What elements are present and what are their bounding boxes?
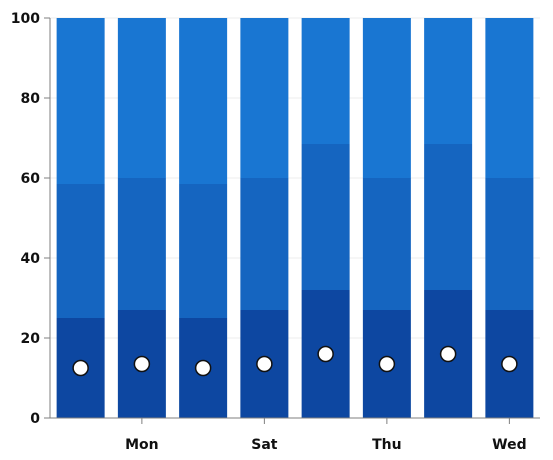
data-point-marker xyxy=(72,359,89,377)
bar-segment-3 xyxy=(240,18,289,178)
bar-segment-2 xyxy=(301,144,350,290)
bar-segment-2 xyxy=(240,178,289,310)
data-point-marker xyxy=(256,355,273,373)
data-point-marker xyxy=(501,355,518,373)
bar-segment-3 xyxy=(56,18,105,184)
bar-segment-3 xyxy=(362,18,411,178)
bar-segment-3 xyxy=(179,18,228,184)
y-tick-label: 80 xyxy=(21,91,41,107)
data-point-marker xyxy=(317,345,334,363)
markers-layer xyxy=(72,345,518,377)
y-tick-label: 60 xyxy=(21,171,41,187)
data-point-marker xyxy=(439,345,457,363)
data-point-marker xyxy=(378,355,396,373)
bar-segment-3 xyxy=(301,18,350,144)
bar-segment-3 xyxy=(485,18,534,178)
bar-segment-3 xyxy=(117,18,166,178)
y-tick-label: 20 xyxy=(21,331,41,347)
bar-segment-2 xyxy=(424,144,473,290)
x-tick-label-mon: Mon xyxy=(125,437,159,453)
bar-segment-2 xyxy=(179,184,228,318)
x-tick-label-thu: Thu xyxy=(372,437,401,453)
bar-segment-2 xyxy=(362,178,411,310)
bars-layer xyxy=(56,18,534,418)
data-point-marker xyxy=(194,359,212,377)
y-tick-label: 40 xyxy=(21,251,41,267)
y-tick-label: 0 xyxy=(30,411,40,427)
bar-segment-2 xyxy=(56,184,105,318)
x-tick-label-wed: Wed xyxy=(492,437,526,453)
axes-layer xyxy=(44,17,540,424)
bar-segment-3 xyxy=(424,18,473,144)
y-tick-label: 100 xyxy=(11,11,40,27)
labels-layer: 0 20 40 60 80 100 Mon Sat Thu Wed xyxy=(11,11,527,453)
bar-segment-2 xyxy=(485,178,534,310)
bar-segment-2 xyxy=(117,178,166,310)
x-tick-label-sat: Sat xyxy=(251,437,278,453)
data-point-marker xyxy=(133,355,151,373)
